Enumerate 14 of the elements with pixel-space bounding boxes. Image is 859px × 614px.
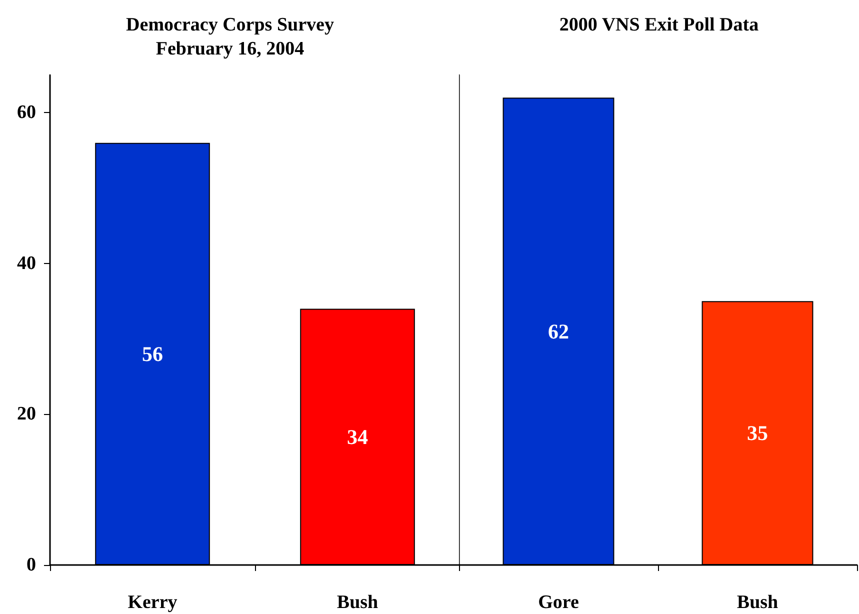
y-tick-label: 40 bbox=[17, 252, 36, 274]
x-tick-label: Bush bbox=[336, 592, 379, 613]
y-tick-label: 0 bbox=[26, 554, 36, 576]
x-tick-label: Kerry bbox=[128, 592, 178, 613]
data-label: 35 bbox=[747, 421, 768, 446]
chart-title: Democracy Corps Survey February 16, 2004 bbox=[126, 14, 334, 60]
y-tick-label: 60 bbox=[17, 102, 36, 124]
data-label: 56 bbox=[142, 342, 163, 366]
x-tick-label: Gore bbox=[538, 592, 579, 613]
y-tick-label: 20 bbox=[17, 404, 36, 425]
data-label: 62 bbox=[548, 319, 569, 344]
x-tick-label: Bush bbox=[736, 592, 779, 613]
data-label: 34 bbox=[347, 424, 368, 449]
chart-title: 2000 VNS Exit Poll Data bbox=[559, 14, 760, 36]
